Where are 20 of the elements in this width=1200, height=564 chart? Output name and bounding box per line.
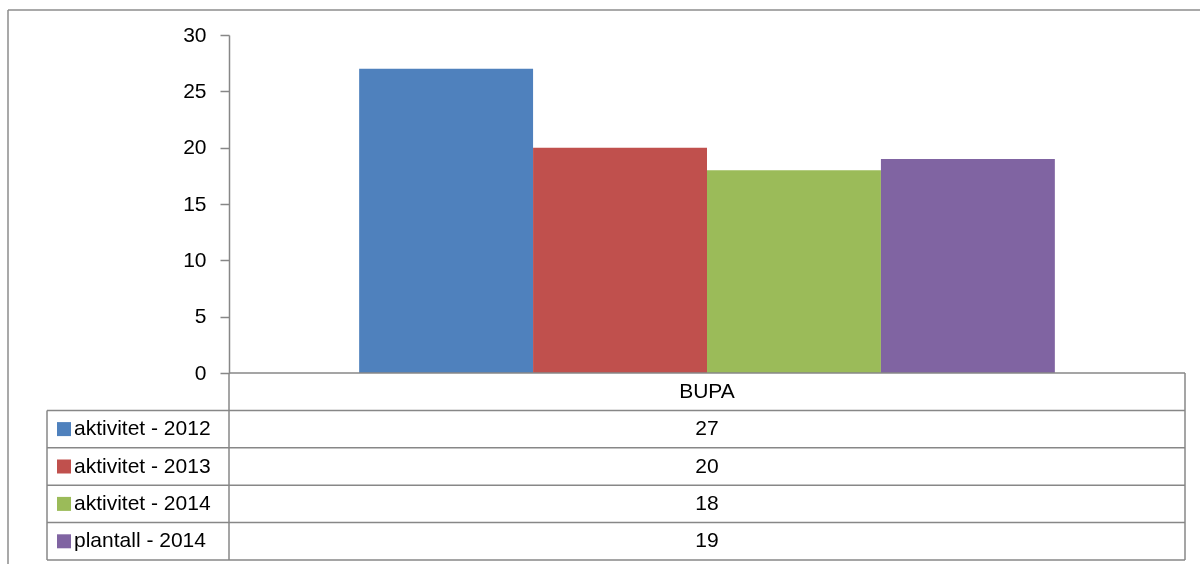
y-tick-label: 5 [194, 304, 207, 328]
legend-label: aktivitet - 2013 [74, 453, 211, 477]
bar [359, 68, 534, 373]
y-tick-label: 0 [194, 360, 207, 384]
bar [880, 158, 1055, 373]
y-tick-label: 10 [183, 247, 207, 271]
text: 19 [695, 528, 719, 552]
legend-label: aktivitet - 2012 [74, 416, 211, 440]
y-tick-label: 20 [183, 135, 207, 159]
bar [533, 147, 707, 373]
text: 18 [695, 490, 719, 514]
y-tick-label: 15 [183, 191, 207, 215]
y-tick-label: 25 [183, 78, 207, 102]
x-tick-label: BUPA [679, 378, 735, 402]
bar [707, 170, 881, 373]
y-tick-label: 30 [183, 22, 207, 46]
text: 20 [695, 453, 719, 477]
legend-label: plantall - 2014 [74, 528, 207, 552]
legend-label: aktivitet - 2014 [74, 490, 211, 514]
text: 27 [695, 416, 719, 440]
